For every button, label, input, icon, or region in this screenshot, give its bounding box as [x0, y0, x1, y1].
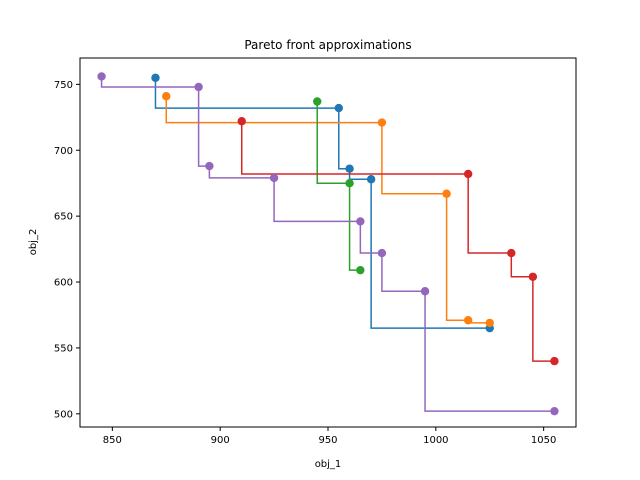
- x-tick-label: 1050: [531, 435, 556, 446]
- data-point: [377, 118, 387, 127]
- data-point: [356, 265, 365, 275]
- data-point: [528, 272, 538, 281]
- y-tick-label: 550: [54, 343, 73, 354]
- data-point: [485, 318, 494, 328]
- series-step-line: [100, 76, 555, 412]
- data-point: [550, 356, 559, 366]
- x-axis-label: obj_1: [315, 459, 342, 470]
- data-point: [377, 248, 387, 258]
- data-point: [97, 72, 106, 81]
- y-tick-label: 700: [54, 146, 73, 157]
- y-tick-label: 650: [54, 212, 73, 223]
- data-point: [356, 217, 365, 226]
- plot-area-frame: [79, 57, 577, 428]
- data-point: [366, 175, 376, 184]
- data-point: [463, 316, 473, 325]
- series-step-line: [154, 77, 490, 329]
- x-tick-label: 1000: [423, 435, 448, 446]
- data-point: [269, 173, 279, 183]
- data-point: [442, 189, 451, 198]
- data-point: [420, 287, 430, 296]
- series-step-line: [240, 121, 555, 362]
- series-step-line: [165, 96, 490, 324]
- x-tick-label: 900: [211, 435, 230, 446]
- y-axis-label: obj_2: [28, 229, 39, 256]
- data-point: [345, 178, 354, 188]
- y-axis-ticks: 500 550 600 650 700 750: [54, 80, 80, 420]
- data-point: [162, 92, 171, 101]
- data-point: [463, 169, 473, 179]
- y-tick-label: 500: [54, 409, 73, 420]
- data-point: [550, 406, 559, 416]
- series-layer: [97, 72, 559, 416]
- data-point: [194, 82, 203, 92]
- data-point: [205, 161, 214, 171]
- chart-title: Pareto front approximations: [244, 38, 411, 52]
- series-1: [151, 73, 494, 333]
- series-3: [313, 97, 365, 275]
- data-point: [151, 73, 160, 82]
- series-5: [97, 72, 559, 416]
- data-point: [334, 103, 343, 113]
- y-tick-label: 750: [54, 80, 73, 91]
- x-tick-label: 850: [103, 435, 122, 446]
- data-point: [507, 248, 516, 258]
- x-tick-label: 950: [318, 435, 337, 446]
- x-axis-ticks: 850 900 950 1000 1050: [103, 427, 556, 446]
- series-2: [162, 92, 494, 328]
- series-4: [237, 117, 559, 366]
- data-point: [237, 117, 246, 126]
- data-point: [345, 164, 354, 173]
- data-point: [313, 97, 322, 106]
- y-tick-label: 600: [54, 278, 73, 289]
